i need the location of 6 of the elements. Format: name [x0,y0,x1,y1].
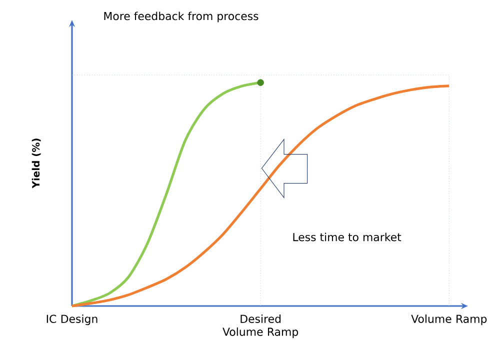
x-tick-label: Volume Ramp [411,314,487,326]
x-tick-label: IC Design [46,314,98,326]
annotation: Less time to market [293,232,402,242]
y-axis-title: Yield (%) [32,138,41,188]
text: More feedback from process [104,12,258,22]
x-tick-label: Desired Volume Ramp [222,314,298,338]
